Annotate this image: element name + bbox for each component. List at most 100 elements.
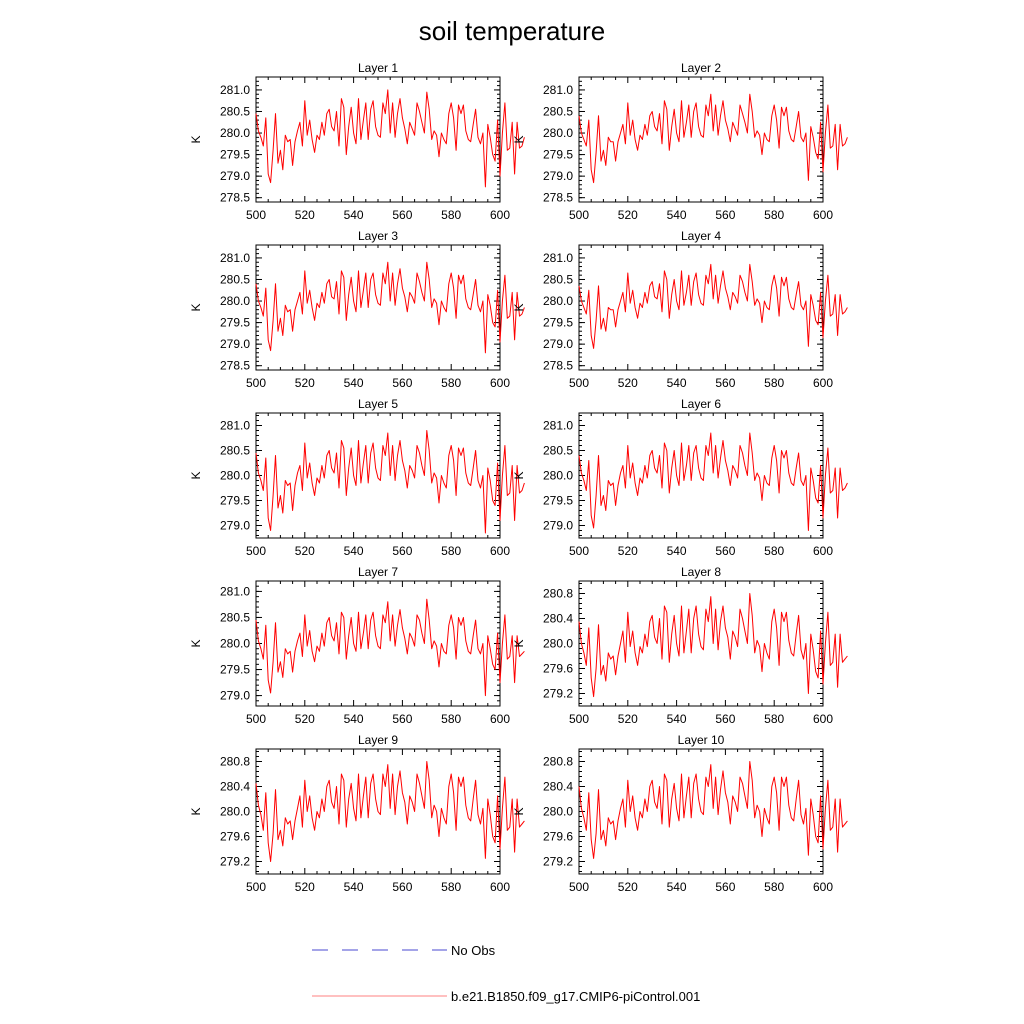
y-tick-label: 280.8 (220, 755, 250, 769)
x-tick-label: 560 (392, 376, 412, 390)
y-tick-label: 278.5 (220, 191, 250, 205)
panel-1: Layer 1 K 500 520 540 560 580 600 278.5 279.0 279.… (189, 61, 525, 222)
x-tick-label: 560 (715, 712, 735, 726)
y-tick-label: 280.0 (220, 126, 250, 140)
x-tick-label: 500 (569, 544, 589, 558)
y-tick-label: 279.0 (220, 519, 250, 533)
y-tick-label: 280.0 (543, 805, 573, 819)
y-tick-label: 279.5 (220, 316, 250, 330)
y-axis-label: K (189, 135, 203, 143)
panel-frame (578, 76, 824, 203)
panel-title: Layer 5 (358, 397, 398, 411)
x-tick-label: 500 (246, 712, 266, 726)
y-tick-label: 281.0 (543, 83, 573, 97)
y-tick-label: 280.4 (543, 612, 573, 626)
x-tick-label: 540 (667, 544, 687, 558)
x-tick-label: 520 (618, 376, 638, 390)
y-tick-label: 279.2 (543, 687, 573, 701)
panel-title: Layer 1 (358, 61, 398, 75)
x-tick-label: 580 (441, 712, 461, 726)
y-tick-label: 280.5 (220, 444, 250, 458)
series-line (255, 598, 525, 697)
x-tick-label: 540 (667, 376, 687, 390)
x-tick-label: 500 (246, 376, 266, 390)
x-tick-label: 600 (490, 544, 510, 558)
x-tick-label: 580 (441, 880, 461, 894)
y-tick-label: 279.0 (220, 169, 250, 183)
x-tick-label: 560 (715, 880, 735, 894)
x-tick-label: 580 (441, 208, 461, 222)
y-tick-label: 280.0 (543, 637, 573, 651)
x-tick-label: 500 (569, 376, 589, 390)
panel-grid: Layer 1 K 500 520 540 560 580 600 278.5 279.0 279.… (189, 61, 848, 894)
panel-frame (578, 412, 824, 539)
y-tick-label: 280.5 (543, 272, 573, 286)
y-tick-label: 279.5 (220, 663, 250, 677)
y-tick-label: 280.0 (543, 294, 573, 308)
y-tick-label: 280.0 (220, 469, 250, 483)
x-tick-label: 540 (344, 544, 364, 558)
x-tick-label: 520 (295, 880, 315, 894)
y-tick-label: 281.0 (220, 251, 250, 265)
panel-frame (578, 580, 824, 707)
y-tick-label: 279.0 (543, 337, 573, 351)
y-tick-label: 280.5 (543, 104, 573, 118)
x-tick-label: 540 (344, 208, 364, 222)
y-tick-label: 280.5 (220, 104, 250, 118)
panel-title: Layer 2 (681, 61, 721, 75)
y-tick-label: 280.8 (543, 587, 573, 601)
y-tick-label: 279.6 (543, 662, 573, 676)
x-tick-label: 560 (392, 208, 412, 222)
x-tick-label: 560 (715, 544, 735, 558)
x-tick-label: 560 (392, 880, 412, 894)
series-line (255, 761, 525, 862)
legend-no-obs-label: No Obs (451, 943, 496, 958)
y-axis-label: K (189, 471, 203, 479)
x-tick-label: 600 (490, 712, 510, 726)
y-tick-label: 280.0 (543, 126, 573, 140)
y-tick-label: 279.0 (543, 519, 573, 533)
x-tick-label: 500 (246, 208, 266, 222)
y-tick-label: 279.6 (220, 830, 250, 844)
y-tick-label: 279.0 (543, 169, 573, 183)
x-tick-label: 500 (246, 544, 266, 558)
y-axis-label: K (512, 471, 526, 479)
y-tick-label: 280.4 (220, 780, 250, 794)
y-tick-label: 279.0 (220, 689, 250, 703)
x-tick-label: 520 (618, 544, 638, 558)
y-tick-label: 281.0 (220, 419, 250, 433)
panel-frame (578, 244, 824, 371)
x-tick-label: 560 (392, 712, 412, 726)
panel-frame (255, 76, 501, 203)
x-tick-label: 600 (813, 544, 833, 558)
x-tick-label: 560 (392, 544, 412, 558)
x-tick-label: 540 (344, 376, 364, 390)
series-line (578, 93, 848, 184)
series-line (255, 261, 525, 354)
x-tick-label: 580 (441, 544, 461, 558)
y-tick-label: 278.5 (220, 359, 250, 373)
x-tick-label: 600 (813, 712, 833, 726)
x-tick-label: 520 (618, 208, 638, 222)
panel-10: Layer 10 K 500 520 540 560 580 600 279.2 279.6 280… (512, 733, 848, 894)
x-tick-label: 540 (667, 712, 687, 726)
y-tick-label: 280.0 (543, 469, 573, 483)
x-tick-label: 600 (813, 208, 833, 222)
x-tick-label: 540 (667, 208, 687, 222)
panel-4: Layer 4 K 500 520 540 560 580 600 278.5 279.0 279.… (512, 229, 848, 390)
y-tick-label: 280.8 (543, 755, 573, 769)
y-tick-label: 279.5 (543, 494, 573, 508)
y-tick-label: 279.5 (543, 148, 573, 162)
y-tick-label: 278.5 (543, 191, 573, 205)
series-line (578, 263, 848, 349)
x-tick-label: 540 (667, 880, 687, 894)
panel-title: Layer 9 (358, 733, 398, 747)
y-axis-label: K (512, 303, 526, 311)
y-tick-label: 281.0 (543, 419, 573, 433)
y-axis-label: K (189, 639, 203, 647)
x-tick-label: 600 (490, 880, 510, 894)
x-tick-label: 520 (618, 712, 638, 726)
y-tick-label: 281.0 (220, 584, 250, 598)
legend-model-label: b.e21.B1850.f09_g17.CMIP6-piControl.001 (451, 989, 700, 1004)
